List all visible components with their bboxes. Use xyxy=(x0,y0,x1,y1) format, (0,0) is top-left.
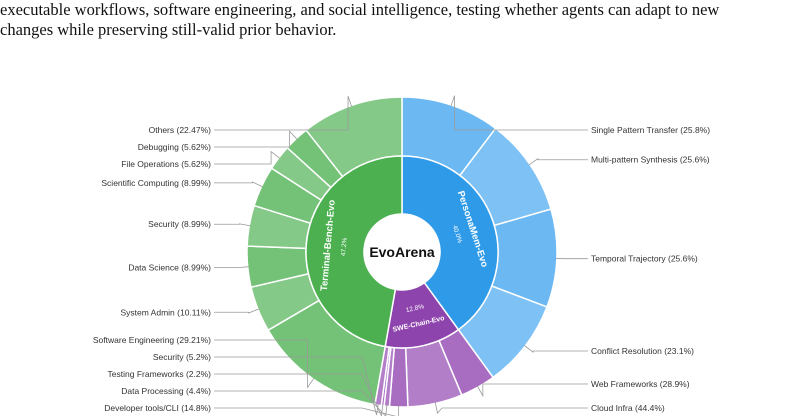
leader-conflict-resolution-23-1 xyxy=(524,345,588,353)
inner-value-terminal-bench-evo: 47.2% xyxy=(340,237,349,256)
leader-others-22-47 xyxy=(214,95,353,131)
label-multi-pattern-synthesis-25-6: Multi-pattern Synthesis (25.6%) xyxy=(591,155,710,165)
leader-system-admin-10-11 xyxy=(214,308,260,314)
leader-developer-tools-cli-14-8 xyxy=(214,405,400,416)
center-hole xyxy=(364,214,440,290)
label-software-engineering-29-21: Software Engineering (29.21%) xyxy=(93,335,211,345)
outer-ring xyxy=(246,96,558,408)
inner-value-swe-chain-evo: 12.8% xyxy=(405,303,425,314)
label-file-operations-5-62: File Operations (5.62%) xyxy=(121,159,211,169)
leader-scientific-computing-8-99 xyxy=(214,181,263,188)
leader-data-processing-4-4 xyxy=(214,390,388,416)
label-web-frameworks-28-9: Web Frameworks (28.9%) xyxy=(591,379,690,389)
label-scientific-computing-8-99: Scientific Computing (8.99%) xyxy=(101,178,211,188)
leader-multi-pattern-synthesis-25-6 xyxy=(528,157,588,166)
leader-testing-frameworks-2-2 xyxy=(214,373,384,416)
label-security-5-2: Security (5.2%) xyxy=(153,352,211,362)
leader-software-engineering-29-21 xyxy=(214,339,315,389)
leader-security-5-2 xyxy=(214,356,379,416)
caption-line-2: changes while preserving still-valid pri… xyxy=(0,20,337,39)
label-security-8-99: Security (8.99%) xyxy=(148,219,211,229)
label-others-22-47: Others (22.47%) xyxy=(149,125,212,135)
caption-text: executable workflows, software engineeri… xyxy=(0,0,805,40)
leader-single-pattern-transfer-25-8 xyxy=(450,95,588,131)
leader-security-8-99 xyxy=(214,223,251,227)
label-data-science-8-99: Data Science (8.99%) xyxy=(128,263,211,273)
center-label: EvoArena xyxy=(369,244,435,260)
leader-cloud-infra-44-4 xyxy=(434,402,588,414)
label-system-admin-10-11: System Admin (10.11%) xyxy=(120,307,211,317)
label-temporal-trajectory-25-6: Temporal Trajectory (25.6%) xyxy=(591,254,698,264)
label-testing-frameworks-2-2: Testing Frameworks (2.2%) xyxy=(108,369,212,379)
inner-ring: PersonaMem-Evo40.0%SWE-Chain-Evo12.8%Ter… xyxy=(305,155,499,349)
caption-line-1: executable workflows, software engineeri… xyxy=(0,0,720,19)
label-single-pattern-transfer-25-8: Single Pattern Transfer (25.8%) xyxy=(591,125,710,135)
label-conflict-resolution-23-1: Conflict Resolution (23.1%) xyxy=(591,346,694,356)
leader-debugging-5-62 xyxy=(214,130,298,148)
leader-file-operations-5-62 xyxy=(214,150,281,165)
label-debugging-5-62: Debugging (5.62%) xyxy=(138,142,211,152)
label-cloud-infra-44-4: Cloud Infra (44.4%) xyxy=(591,403,665,413)
leader-data-science-8-99 xyxy=(214,266,249,269)
leader-web-frameworks-28-9 xyxy=(477,383,588,398)
label-developer-tools-cli-14-8: Developer tools/CLI (14.8%) xyxy=(104,403,211,413)
slice-labels: Single Pattern Transfer (25.8%) Multi-pat… xyxy=(93,125,710,413)
label-data-processing-4-4: Data Processing (4.4%) xyxy=(121,386,211,396)
leader-lines xyxy=(214,95,588,416)
